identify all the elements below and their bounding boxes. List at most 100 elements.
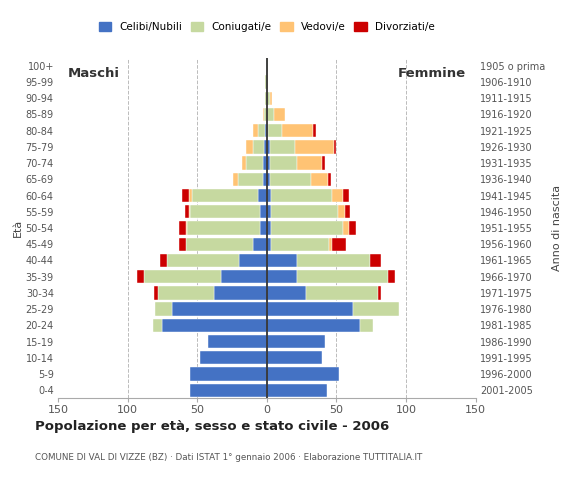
Bar [266, 75, 267, 89]
Bar [353, 302, 399, 316]
Bar [271, 221, 343, 235]
Bar [184, 205, 189, 218]
Bar [267, 302, 353, 316]
Bar [313, 124, 316, 137]
Bar [264, 108, 267, 121]
Bar [242, 156, 246, 170]
Bar [267, 156, 270, 170]
Legend: Celibi/Nubili, Coniugati/e, Vedovi/e, Divorziati/e: Celibi/Nubili, Coniugati/e, Vedovi/e, Di… [99, 22, 434, 32]
Bar [186, 221, 187, 235]
Bar [267, 189, 271, 202]
Bar [345, 205, 350, 218]
Bar [263, 173, 267, 186]
Bar [274, 108, 285, 121]
Bar [298, 254, 370, 267]
Text: Femmine: Femmine [398, 67, 466, 80]
Bar [189, 189, 191, 202]
Bar [343, 189, 349, 202]
Bar [270, 140, 295, 154]
Bar [329, 238, 332, 251]
Bar [378, 286, 381, 300]
Bar [267, 59, 268, 72]
Bar [137, 270, 144, 283]
Bar [267, 205, 271, 218]
Bar [311, 173, 328, 186]
Bar [160, 254, 166, 267]
Bar [270, 156, 298, 170]
Y-axis label: Età: Età [13, 219, 23, 237]
Bar [154, 286, 158, 300]
Bar [306, 286, 378, 300]
Bar [187, 221, 260, 235]
Bar [282, 124, 313, 137]
Bar [264, 140, 267, 154]
Bar [332, 189, 343, 202]
Bar [221, 270, 267, 283]
Bar [233, 173, 238, 186]
Bar [179, 238, 186, 251]
Bar [271, 205, 338, 218]
Bar [295, 140, 333, 154]
Bar [260, 221, 267, 235]
Bar [334, 140, 336, 154]
Bar [349, 221, 356, 235]
Bar [267, 92, 270, 105]
Bar [271, 189, 332, 202]
Bar [266, 124, 267, 137]
Bar [268, 124, 282, 137]
Bar [200, 351, 267, 364]
Bar [267, 173, 270, 186]
Bar [246, 140, 253, 154]
Bar [270, 92, 273, 105]
Bar [267, 238, 271, 251]
Bar [259, 124, 266, 137]
Bar [144, 270, 221, 283]
Bar [155, 302, 172, 316]
Bar [267, 335, 325, 348]
Bar [153, 319, 162, 332]
Bar [267, 367, 339, 381]
Bar [253, 238, 267, 251]
Bar [190, 384, 267, 397]
Bar [267, 270, 298, 283]
Bar [190, 205, 260, 218]
Bar [253, 140, 264, 154]
Bar [267, 124, 268, 137]
Y-axis label: Anno di nascita: Anno di nascita [552, 185, 562, 271]
Bar [214, 286, 267, 300]
Text: COMUNE DI VAL DI VIZZE (BZ) · Dati ISTAT 1° gennaio 2006 · Elaborazione TUTTITAL: COMUNE DI VAL DI VIZZE (BZ) · Dati ISTAT… [35, 453, 422, 462]
Bar [267, 384, 327, 397]
Bar [191, 189, 259, 202]
Bar [162, 319, 267, 332]
Bar [271, 238, 329, 251]
Bar [370, 254, 381, 267]
Bar [270, 173, 311, 186]
Bar [267, 286, 306, 300]
Bar [298, 270, 388, 283]
Bar [238, 173, 263, 186]
Bar [388, 270, 395, 283]
Bar [158, 286, 214, 300]
Bar [328, 173, 331, 186]
Bar [189, 205, 190, 218]
Bar [267, 221, 271, 235]
Text: Popolazione per età, sesso e stato civile - 2006: Popolazione per età, sesso e stato civil… [35, 420, 389, 432]
Bar [186, 238, 253, 251]
Bar [208, 335, 267, 348]
Bar [263, 108, 264, 121]
Bar [267, 351, 322, 364]
Bar [267, 108, 274, 121]
Bar [182, 189, 189, 202]
Bar [267, 319, 360, 332]
Bar [343, 221, 349, 235]
Bar [239, 254, 267, 267]
Bar [253, 124, 259, 137]
Bar [246, 156, 263, 170]
Text: Maschi: Maschi [68, 67, 119, 80]
Bar [179, 221, 186, 235]
Bar [263, 156, 267, 170]
Bar [338, 205, 345, 218]
Bar [267, 75, 268, 89]
Bar [266, 92, 267, 105]
Bar [260, 205, 267, 218]
